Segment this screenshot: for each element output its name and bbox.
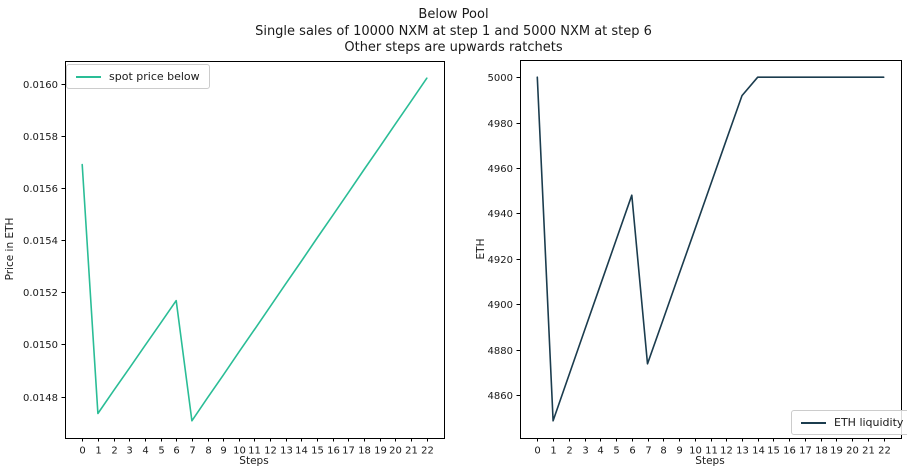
spot-price-below-line bbox=[81, 77, 428, 422]
x-tick-label: 7 bbox=[189, 446, 195, 457]
x-tick-label: 21 bbox=[405, 446, 418, 457]
right-chart-ylabel: ETH bbox=[475, 238, 487, 260]
y-tick-label: 0.0156 bbox=[23, 184, 58, 195]
x-tick-label: 22 bbox=[878, 446, 891, 457]
title-line-1: Below Pool bbox=[418, 7, 489, 22]
x-tick-label: 2 bbox=[566, 446, 572, 457]
x-tick-label: 4 bbox=[597, 446, 603, 457]
y-tick-label: 4920 bbox=[488, 255, 513, 266]
right-chart-legend: ETH liquidity bbox=[791, 410, 907, 435]
title-line-2: Single sales of 10000 NXM at step 1 and … bbox=[255, 23, 652, 39]
x-tick-label: 8 bbox=[205, 446, 211, 457]
eth-liquidity-chart: 0 1 2 3 4 5 6 7 8 9 10 11 12 13 14 15 16 17 18 19 20 21 224860… bbox=[488, 60, 902, 457]
x-tick-label: 8 bbox=[660, 446, 666, 457]
left-chart-legend: spot price below bbox=[66, 64, 210, 89]
x-tick-label: 7 bbox=[645, 446, 651, 457]
y-tick-label: 4960 bbox=[488, 164, 513, 175]
x-tick-label: 20 bbox=[846, 446, 859, 457]
x-tick-label: 11 bbox=[705, 446, 718, 457]
title-line-3: Other steps are upwards ratchets bbox=[344, 40, 563, 55]
x-tick-label: 12 bbox=[264, 446, 277, 457]
left-chart-xlabel: Steps bbox=[239, 455, 269, 467]
y-tick-label: 0.0150 bbox=[23, 340, 58, 351]
x-tick-label: 18 bbox=[358, 446, 371, 457]
x-tick-label: 18 bbox=[815, 446, 828, 457]
x-tick-label: 1 bbox=[95, 446, 101, 457]
x-tick-label: 12 bbox=[720, 446, 733, 457]
x-tick-label: 6 bbox=[629, 446, 635, 457]
x-tick-label: 5 bbox=[158, 446, 164, 457]
x-tick-label: 10 bbox=[689, 446, 702, 457]
x-tick-label: 21 bbox=[862, 446, 875, 457]
x-tick-label: 3 bbox=[126, 446, 132, 457]
x-tick-label: 20 bbox=[389, 446, 402, 457]
y-tick-label: 4860 bbox=[488, 391, 513, 402]
eth-liquidity-axes-frame bbox=[520, 60, 902, 439]
x-tick-label: 16 bbox=[327, 446, 340, 457]
x-tick-label: 5 bbox=[613, 446, 619, 457]
x-tick-label: 16 bbox=[783, 446, 796, 457]
right-chart-xlabel: Steps bbox=[695, 455, 725, 467]
y-tick-label: 4880 bbox=[488, 346, 513, 357]
x-tick-label: 13 bbox=[280, 446, 293, 457]
y-tick-label: 0.0158 bbox=[23, 132, 58, 143]
x-tick-label: 17 bbox=[342, 446, 355, 457]
x-tick-label: 0 bbox=[534, 446, 540, 457]
x-tick-label: 15 bbox=[767, 446, 780, 457]
eth-liquidity-line bbox=[536, 76, 885, 422]
x-tick-label: 3 bbox=[582, 446, 588, 457]
left-chart-ylabel: Price in ETH bbox=[4, 217, 16, 281]
x-tick-label: 19 bbox=[830, 446, 843, 457]
y-tick-label: 0.0160 bbox=[23, 80, 58, 91]
x-tick-label: 17 bbox=[799, 446, 812, 457]
x-tick-label: 22 bbox=[421, 446, 434, 457]
x-tick-label: 6 bbox=[173, 446, 179, 457]
x-tick-label: 13 bbox=[736, 446, 749, 457]
x-tick-label: 15 bbox=[311, 446, 324, 457]
x-tick-label: 10 bbox=[233, 446, 246, 457]
y-tick-label: 0.0148 bbox=[23, 393, 58, 404]
spot-price-legend-label: spot price below bbox=[109, 70, 200, 83]
x-tick-label: 0 bbox=[79, 446, 85, 457]
x-tick-label: 19 bbox=[374, 446, 387, 457]
x-tick-label: 1 bbox=[550, 446, 556, 457]
y-tick-label: 4940 bbox=[488, 209, 513, 220]
y-tick-label: 4980 bbox=[488, 119, 513, 130]
x-tick-label: 11 bbox=[248, 446, 261, 457]
x-tick-label: 14 bbox=[295, 446, 308, 457]
y-tick-label: 4900 bbox=[488, 300, 513, 311]
spot-price-below-axes-frame bbox=[65, 61, 445, 439]
figure-title: Below Pool Single sales of 10000 NXM at … bbox=[0, 7, 907, 57]
y-tick-label: 0.0152 bbox=[23, 288, 58, 299]
x-tick-label: 2 bbox=[111, 446, 117, 457]
eth-liquidity-legend-label: ETH liquidity bbox=[834, 416, 904, 429]
x-tick-label: 9 bbox=[220, 446, 226, 457]
x-tick-label: 14 bbox=[752, 446, 765, 457]
spot-price-below-chart: 0 1 2 3 4 5 6 7 8 9 10 11 12 13 14 15 16 17 18 19 20 21 220.01… bbox=[23, 61, 445, 457]
y-tick-label: 0.0154 bbox=[23, 236, 58, 247]
x-tick-label: 9 bbox=[676, 446, 682, 457]
spot-price-legend-swatch bbox=[76, 75, 101, 78]
x-tick-label: 4 bbox=[142, 446, 148, 457]
eth-liquidity-legend-swatch bbox=[801, 421, 826, 424]
y-tick-label: 5000 bbox=[488, 73, 513, 84]
